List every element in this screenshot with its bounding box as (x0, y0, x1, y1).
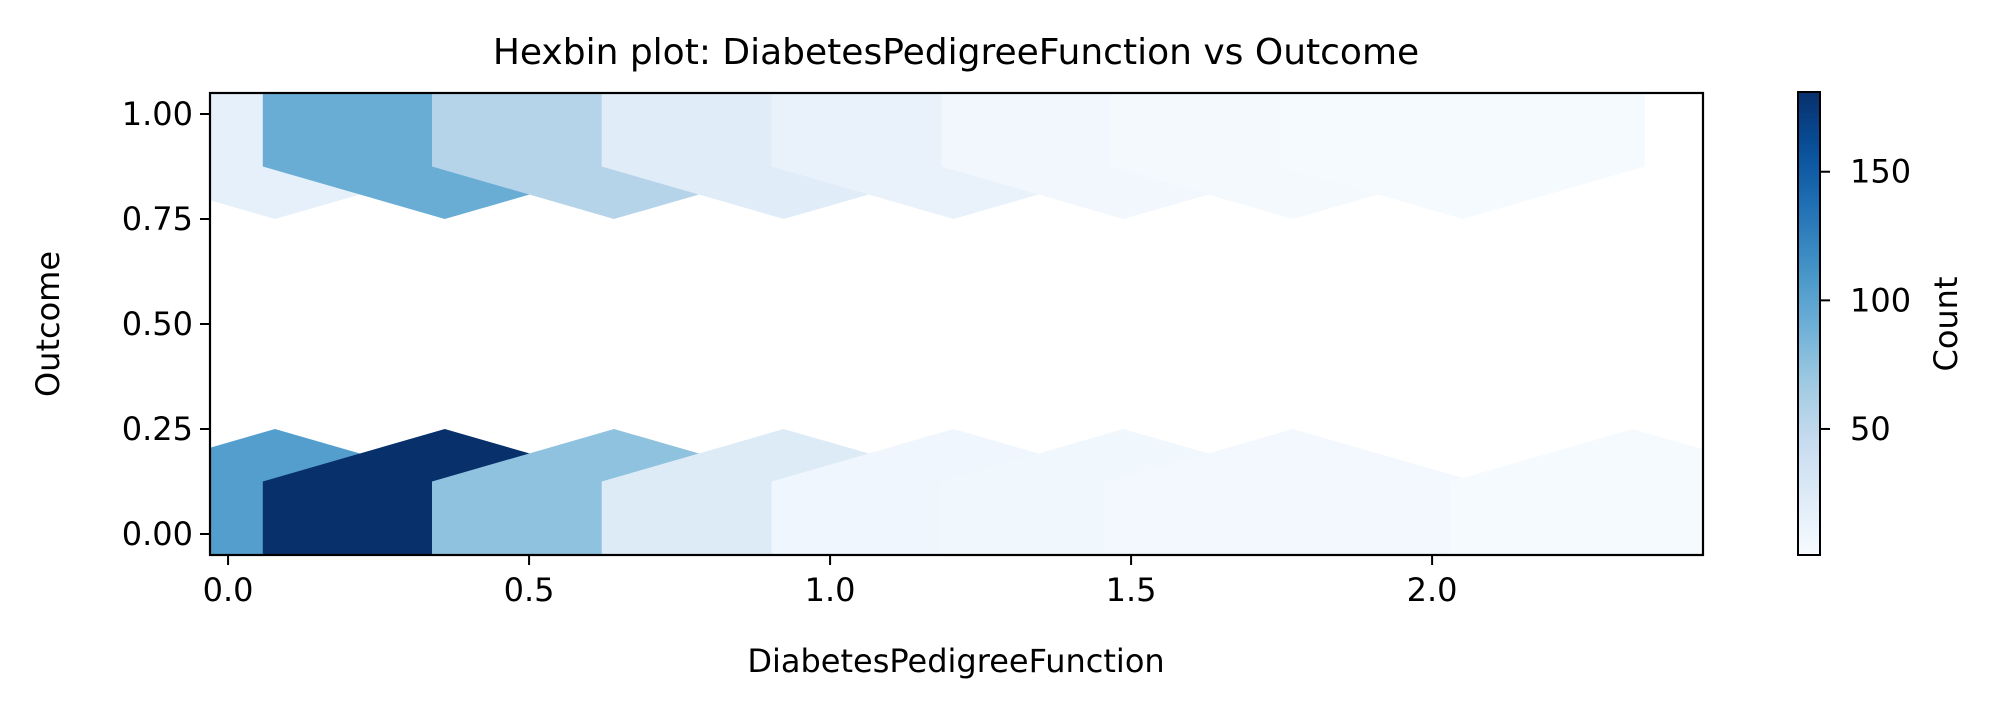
x-axis-ticks: 0.0 0.5 1.0 1.5 2.0 (203, 555, 1458, 609)
colorbar (1797, 91, 1821, 556)
y-axis-ticks: 0.00 0.25 0.50 0.75 1.00 (122, 95, 210, 553)
colorbar-ticks: 50 100 150 (1820, 153, 1911, 448)
y-tick-label: 0.50 (122, 305, 193, 343)
hex-bin (1280, 93, 1645, 219)
x-tick-label: 0.0 (203, 571, 254, 609)
x-tick-label: 2.0 (1407, 571, 1458, 609)
y-tick-label: 1.00 (122, 95, 193, 133)
colorbar-tick-label: 150 (1850, 153, 1911, 191)
y-tick-label: 0.75 (122, 200, 193, 238)
colorbar-tick-label: 50 (1850, 410, 1891, 448)
hex-bin (1450, 429, 1703, 555)
chart-title: Hexbin plot: DiabetesPedigreeFunction vs… (493, 32, 1419, 73)
x-axis-label: DiabetesPedigreeFunction (747, 642, 1164, 680)
x-tick-label: 0.5 (504, 571, 555, 609)
y-axis-label: Outcome (29, 251, 67, 397)
hex-bin (1111, 429, 1475, 555)
colorbar-tick-label: 100 (1850, 281, 1911, 319)
hexbin-cells (210, 93, 1703, 555)
colorbar-label: Count (1927, 276, 1965, 371)
x-tick-label: 1.5 (1106, 571, 1157, 609)
y-tick-label: 0.00 (122, 515, 193, 553)
y-tick-label: 0.25 (122, 410, 193, 448)
x-tick-label: 1.0 (805, 571, 856, 609)
